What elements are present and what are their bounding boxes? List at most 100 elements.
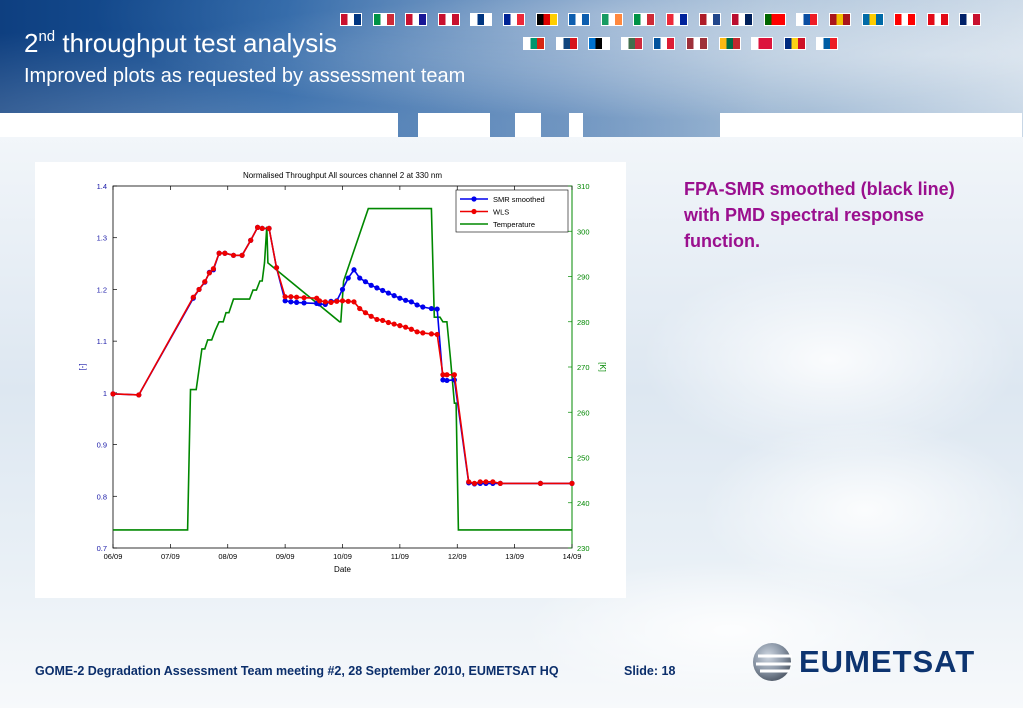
data-point: [362, 310, 369, 316]
y2-axis-label: [K]: [598, 362, 607, 372]
x-tick-label: 07/09: [161, 552, 180, 561]
plot-frame: [112, 185, 573, 549]
flag-icon: [620, 37, 643, 50]
banner-white-segment: [720, 113, 1022, 137]
flag-icon: [816, 37, 839, 50]
data-point: [444, 372, 450, 378]
data-point: [259, 225, 265, 232]
data-point: [440, 377, 446, 383]
data-point: [403, 297, 409, 303]
data-point: [196, 286, 202, 293]
x-tick-label: 13/09: [505, 552, 524, 561]
data-point: [294, 294, 300, 300]
y-axis-label: [-]: [78, 363, 87, 370]
data-point: [216, 250, 222, 256]
flag-icon: [470, 13, 493, 26]
data-point: [254, 224, 261, 230]
data-point: [408, 299, 414, 305]
flag-icon: [783, 37, 806, 50]
data-point: [380, 317, 386, 324]
footer-text: GOME-2 Degradation Assessment Team meeti…: [35, 664, 559, 678]
data-point: [288, 294, 294, 300]
x-tick-label: 08/09: [218, 552, 237, 561]
y-tick-label: 1.4: [97, 182, 107, 191]
flag-icon: [633, 13, 656, 26]
data-point: [380, 287, 386, 294]
data-point: [345, 298, 351, 304]
data-point: [537, 480, 544, 486]
data-point: [391, 321, 397, 327]
data-point: [222, 250, 228, 256]
data-point: [316, 298, 323, 304]
data-point: [136, 392, 142, 398]
slide-subtitle: Improved plots as requested by assessmen…: [24, 65, 466, 87]
y-tick-label: 1.1: [97, 337, 107, 346]
flag-icon: [796, 13, 819, 26]
data-point: [451, 372, 457, 378]
y2-tick-label: 250: [577, 454, 590, 463]
data-point: [444, 377, 450, 384]
flag-icon: [731, 13, 754, 26]
y-tick-label: 0.7: [97, 544, 107, 553]
banner-white-segment: [418, 113, 490, 137]
eumetsat-logo: EUMETSAT: [752, 640, 997, 684]
data-point: [397, 295, 403, 301]
y-tick-label: 1.2: [97, 285, 107, 294]
data-point: [248, 237, 254, 243]
data-point: [301, 300, 307, 306]
data-point: [466, 479, 472, 485]
y2-tick-label: 270: [577, 363, 590, 372]
data-point: [408, 326, 414, 332]
y2-tick-label: 240: [577, 499, 590, 508]
flag-icon: [555, 37, 578, 50]
data-point: [483, 479, 489, 485]
y2-tick-label: 290: [577, 273, 590, 282]
data-point: [385, 319, 391, 326]
chart-svg: Normalised Throughput All sources channe…: [78, 171, 607, 574]
data-point: [391, 293, 397, 299]
data-point: [440, 372, 446, 378]
data-point: [110, 391, 116, 397]
flag-icon: [535, 13, 558, 26]
flag-icon: [861, 13, 884, 26]
x-tick-label: 12/09: [448, 552, 467, 561]
x-tick-label: 11/09: [391, 552, 409, 561]
chart-title: Normalised Throughput All sources channe…: [243, 171, 442, 180]
data-point: [569, 480, 575, 486]
data-point: [339, 286, 346, 293]
x-axis-label: Date: [334, 565, 351, 574]
data-point: [210, 266, 217, 272]
flag-icon: [959, 13, 982, 26]
data-point: [288, 299, 294, 305]
x-tick-label: 06/09: [104, 552, 123, 561]
flag-icon: [588, 37, 611, 50]
flag-icon: [340, 13, 362, 26]
flag-icon: [894, 13, 917, 26]
series-line-temperature: [113, 207, 572, 531]
data-point: [397, 323, 403, 329]
y2-tick-label: 300: [577, 227, 590, 236]
data-point: [477, 479, 483, 485]
data-point: [368, 282, 374, 288]
data-point: [190, 294, 196, 300]
data-point: [202, 279, 208, 285]
data-point: [385, 290, 391, 296]
y-tick-label: 1.3: [97, 234, 107, 243]
y2-tick-label: 280: [577, 318, 590, 327]
slide-number: Slide: 18: [624, 664, 676, 678]
data-point: [351, 299, 357, 305]
flag-icon: [686, 37, 708, 50]
legend-marker: [471, 208, 477, 215]
flag-icon: [751, 37, 774, 50]
y2-tick-label: 310: [577, 182, 590, 191]
banner-white-segment: [515, 113, 541, 137]
data-point: [301, 295, 307, 301]
data-point: [266, 225, 272, 232]
legend-label: WLS: [493, 208, 509, 217]
banner-white-segment: [0, 113, 398, 137]
data-point: [368, 313, 374, 319]
flag-icon: [763, 13, 786, 26]
chart-note: FPA-SMR smoothed (black line) with PMD s…: [684, 179, 955, 251]
data-point: [434, 306, 440, 312]
y-tick-label: 1: [103, 389, 107, 398]
